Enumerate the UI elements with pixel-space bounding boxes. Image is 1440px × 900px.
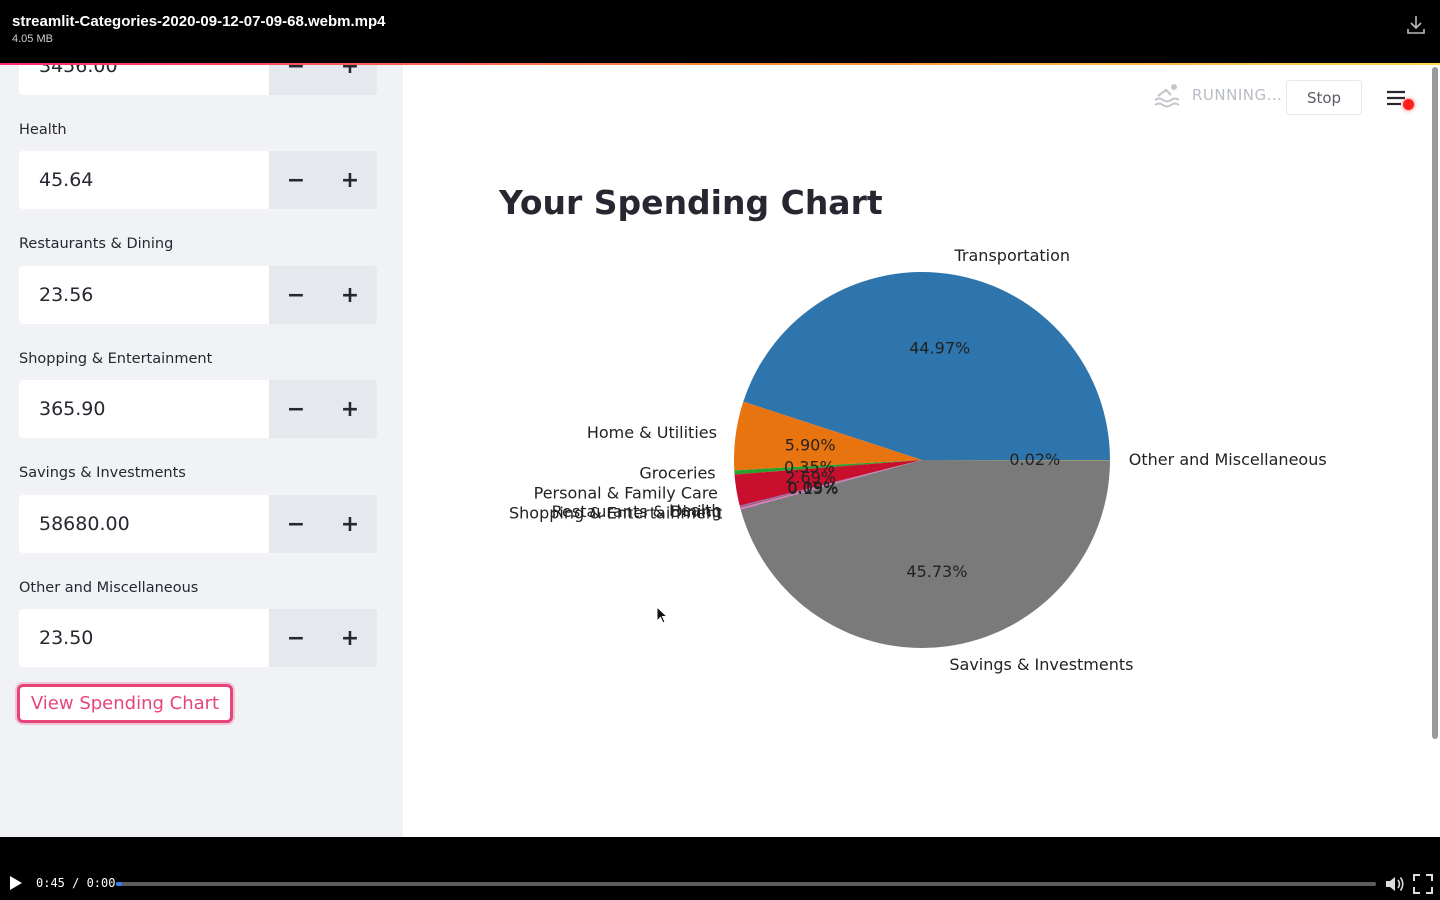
chart-title: Your Spending Chart (499, 183, 883, 222)
app-frame: 3456.00 − + Health 45.64 − + Restaurants… (0, 65, 1440, 837)
pie-slice-shopping-entertainment (740, 460, 922, 510)
player-controls: 0:45 / 0:00 (0, 837, 1440, 900)
decoration-bar (0, 63, 1440, 65)
input-value: 23.50 (39, 627, 94, 649)
slice-label-restaurants-dining: Restaurants & Dining (552, 502, 722, 521)
health-label: Health (19, 122, 67, 138)
input-value: 3456.00 (39, 65, 118, 77)
slice-percent-groceries: 0.35% (784, 457, 835, 476)
input-value: 45.64 (39, 169, 94, 191)
pie-slice-personal-family-care (734, 460, 922, 506)
other-label: Other and Miscellaneous (19, 580, 199, 596)
restaurants-increment-button[interactable]: + (323, 266, 377, 324)
shopping-decrement-button[interactable]: − (269, 380, 323, 438)
decrement-button[interactable]: − (269, 65, 323, 95)
restaurants-label: Restaurants & Dining (19, 236, 174, 252)
health-increment-button[interactable]: + (323, 151, 377, 209)
slice-percent-health: 0.09% (787, 478, 838, 497)
slice-percent-savings-investments: 45.73% (906, 562, 967, 581)
sidebar: 3456.00 − + Health 45.64 − + Restaurants… (0, 65, 403, 837)
slice-percent-personal-family-care: 2.69% (785, 468, 836, 487)
health-input[interactable]: 45.64 (19, 151, 269, 209)
number-input-cut[interactable]: 3456.00 (19, 65, 269, 95)
pie-labels: Transportation 44.97% Home & Utilities 5.90… (509, 246, 1327, 674)
main-content: RUNNING... Stop Your Spending Chart Tran… (403, 65, 1440, 837)
hamburger-menu-icon[interactable] (1385, 87, 1413, 115)
slice-label-groceries: Groceries (639, 464, 715, 483)
slice-label-transportation: Transportation (954, 246, 1071, 265)
input-value: 58680.00 (39, 513, 130, 535)
player-header: streamlit-Categories-2020-09-12-07-09-68… (0, 0, 1440, 63)
other-input[interactable]: 23.50 (19, 609, 269, 667)
file-name: streamlit-Categories-2020-09-12-07-09-68… (12, 13, 386, 30)
file-size: 4.05 MB (12, 33, 53, 45)
slice-percent-other-and-miscellaneous: 0.02% (1009, 450, 1060, 469)
slice-label-other-and-miscellaneous: Other and Miscellaneous (1129, 450, 1327, 469)
shopping-input[interactable]: 365.90 (19, 380, 269, 438)
other-increment-button[interactable]: + (323, 609, 377, 667)
slice-percent-home-utilities: 5.90% (785, 435, 836, 454)
slice-percent-restaurants-dining: 0.09% (787, 478, 838, 497)
pie-slice-health (739, 460, 922, 507)
slice-label-shopping-entertainment: Shopping & Entertainment (509, 504, 722, 523)
download-icon[interactable] (1406, 14, 1426, 36)
savings-label: Savings & Investments (19, 465, 186, 481)
shopping-increment-button[interactable]: + (323, 380, 377, 438)
slice-label-health: Health (669, 501, 722, 520)
view-spending-chart-button[interactable]: View Spending Chart (17, 684, 233, 723)
notification-dot (1403, 99, 1414, 110)
play-icon[interactable] (10, 876, 22, 890)
savings-increment-button[interactable]: + (323, 495, 377, 553)
running-status: RUNNING... (1154, 82, 1282, 108)
slice-percent-transportation: 44.97% (909, 339, 970, 358)
scrollbar[interactable] (1432, 67, 1438, 739)
pie-wedges (734, 272, 1110, 649)
slice-label-home-utilities: Home & Utilities (587, 423, 717, 442)
restaurants-input[interactable]: 23.56 (19, 266, 269, 324)
time-display: 0:45 / 0:00 (36, 876, 116, 890)
input-value: 365.90 (39, 398, 106, 420)
input-value: 23.56 (39, 284, 94, 306)
pie-slice-home-utilities (734, 401, 922, 471)
pie-slice-groceries (734, 460, 922, 475)
slice-percent-shopping-entertainment: 0.15% (788, 479, 839, 498)
savings-input[interactable]: 58680.00 (19, 495, 269, 553)
cursor-icon (656, 606, 669, 624)
slice-label-personal-family-care: Personal & Family Care (534, 483, 718, 502)
spending-pie-chart: Transportation 44.97% Home & Utilities 5.90… (509, 246, 1327, 674)
other-decrement-button[interactable]: − (269, 609, 323, 667)
savings-decrement-button[interactable]: − (269, 495, 323, 553)
seek-progress (116, 882, 123, 886)
health-decrement-button[interactable]: − (269, 151, 323, 209)
status-text: RUNNING... (1192, 86, 1283, 104)
pie-slice-restaurants-dining (739, 460, 922, 508)
swimmer-icon (1154, 84, 1180, 108)
restaurants-decrement-button[interactable]: − (269, 266, 323, 324)
pie-slice-savings-investments (740, 460, 1110, 649)
slice-label-savings-investments: Savings & Investments (949, 655, 1133, 674)
shopping-label: Shopping & Entertainment (19, 351, 213, 367)
increment-button[interactable]: + (323, 65, 377, 95)
volume-icon[interactable] (1384, 874, 1406, 894)
seek-bar[interactable] (116, 882, 1376, 886)
pie-slice-transportation (743, 272, 1110, 460)
stop-button[interactable]: Stop (1286, 80, 1362, 115)
fullscreen-icon[interactable] (1413, 874, 1433, 894)
